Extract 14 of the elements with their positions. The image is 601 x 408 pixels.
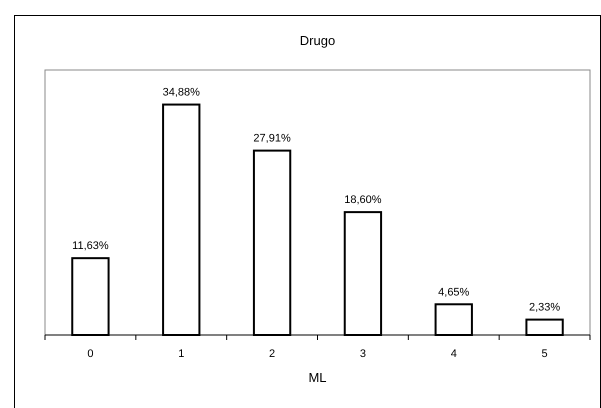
x-axis-title: ML [308,370,327,385]
data-label: 4,65% [438,286,470,298]
x-tick-label: 0 [87,348,94,360]
data-label: 11,63% [72,240,109,252]
x-tick-label: 5 [542,348,548,360]
data-label: 27,91% [253,132,291,145]
x-tick-label: 3 [360,348,366,360]
data-label: 2,33% [528,302,560,314]
data-label: 34,88% [162,86,200,99]
data-label: 18,60% [344,194,382,206]
x-tick-label: 4 [450,348,457,360]
x-tick-label: 2 [269,348,276,360]
x-tick-label: 1 [178,348,184,360]
chart-title: Drugo [300,33,336,48]
